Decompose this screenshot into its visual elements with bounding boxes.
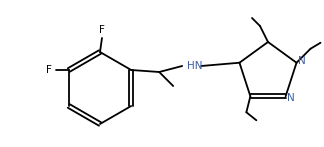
- Text: F: F: [99, 25, 105, 35]
- Text: HN: HN: [187, 61, 203, 71]
- Text: N: N: [298, 56, 306, 66]
- Text: N: N: [287, 93, 295, 103]
- Text: F: F: [46, 65, 52, 75]
